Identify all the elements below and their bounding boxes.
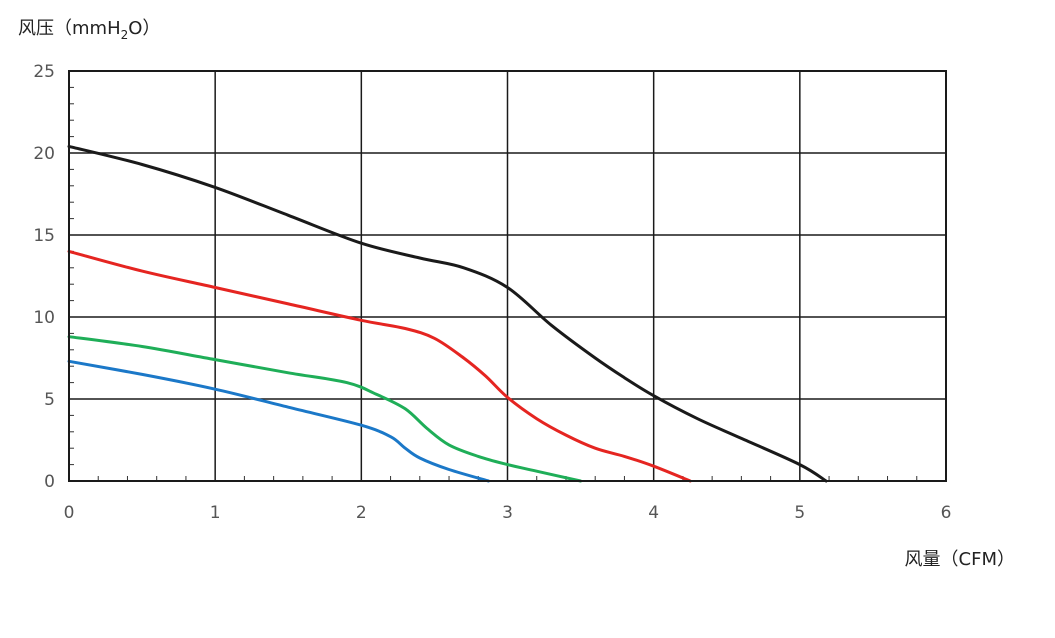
y-tick-label: 0 <box>44 472 55 492</box>
y-tick-label: 20 <box>33 144 55 164</box>
series-lines <box>67 144 828 483</box>
x-tick-label: 3 <box>502 503 513 523</box>
x-tick-label: 1 <box>210 503 221 523</box>
gridlines <box>68 70 947 482</box>
x-tick-label: 5 <box>794 503 805 523</box>
x-axis-label: 风量（CFM） <box>905 549 1015 570</box>
series-line-1 <box>67 144 828 483</box>
series-line-4 <box>67 359 490 483</box>
x-tick-label: 0 <box>64 503 75 523</box>
y-tick-label: 25 <box>33 62 55 82</box>
y-axis-label: 风压（mmH2O） <box>18 18 160 42</box>
x-tick-label: 6 <box>941 503 952 523</box>
tick-labels: 0 1 2 3 4 5 6 0 5 10 15 20 25 <box>33 62 951 523</box>
x-tick-label: 2 <box>356 503 367 523</box>
y-tick-label: 5 <box>44 390 55 410</box>
series-line-3 <box>67 335 583 483</box>
y-axis-label-suffix: O） <box>128 18 160 39</box>
y-tick-label: 15 <box>33 226 55 246</box>
y-tick-label: 10 <box>33 308 55 328</box>
series-line-2 <box>67 249 692 483</box>
x-tick-label: 4 <box>648 503 659 523</box>
plot-frame <box>68 70 947 482</box>
y-axis-label-subscript: 2 <box>121 28 129 42</box>
y-axis-label-prefix: 风压（mmH <box>18 18 121 39</box>
